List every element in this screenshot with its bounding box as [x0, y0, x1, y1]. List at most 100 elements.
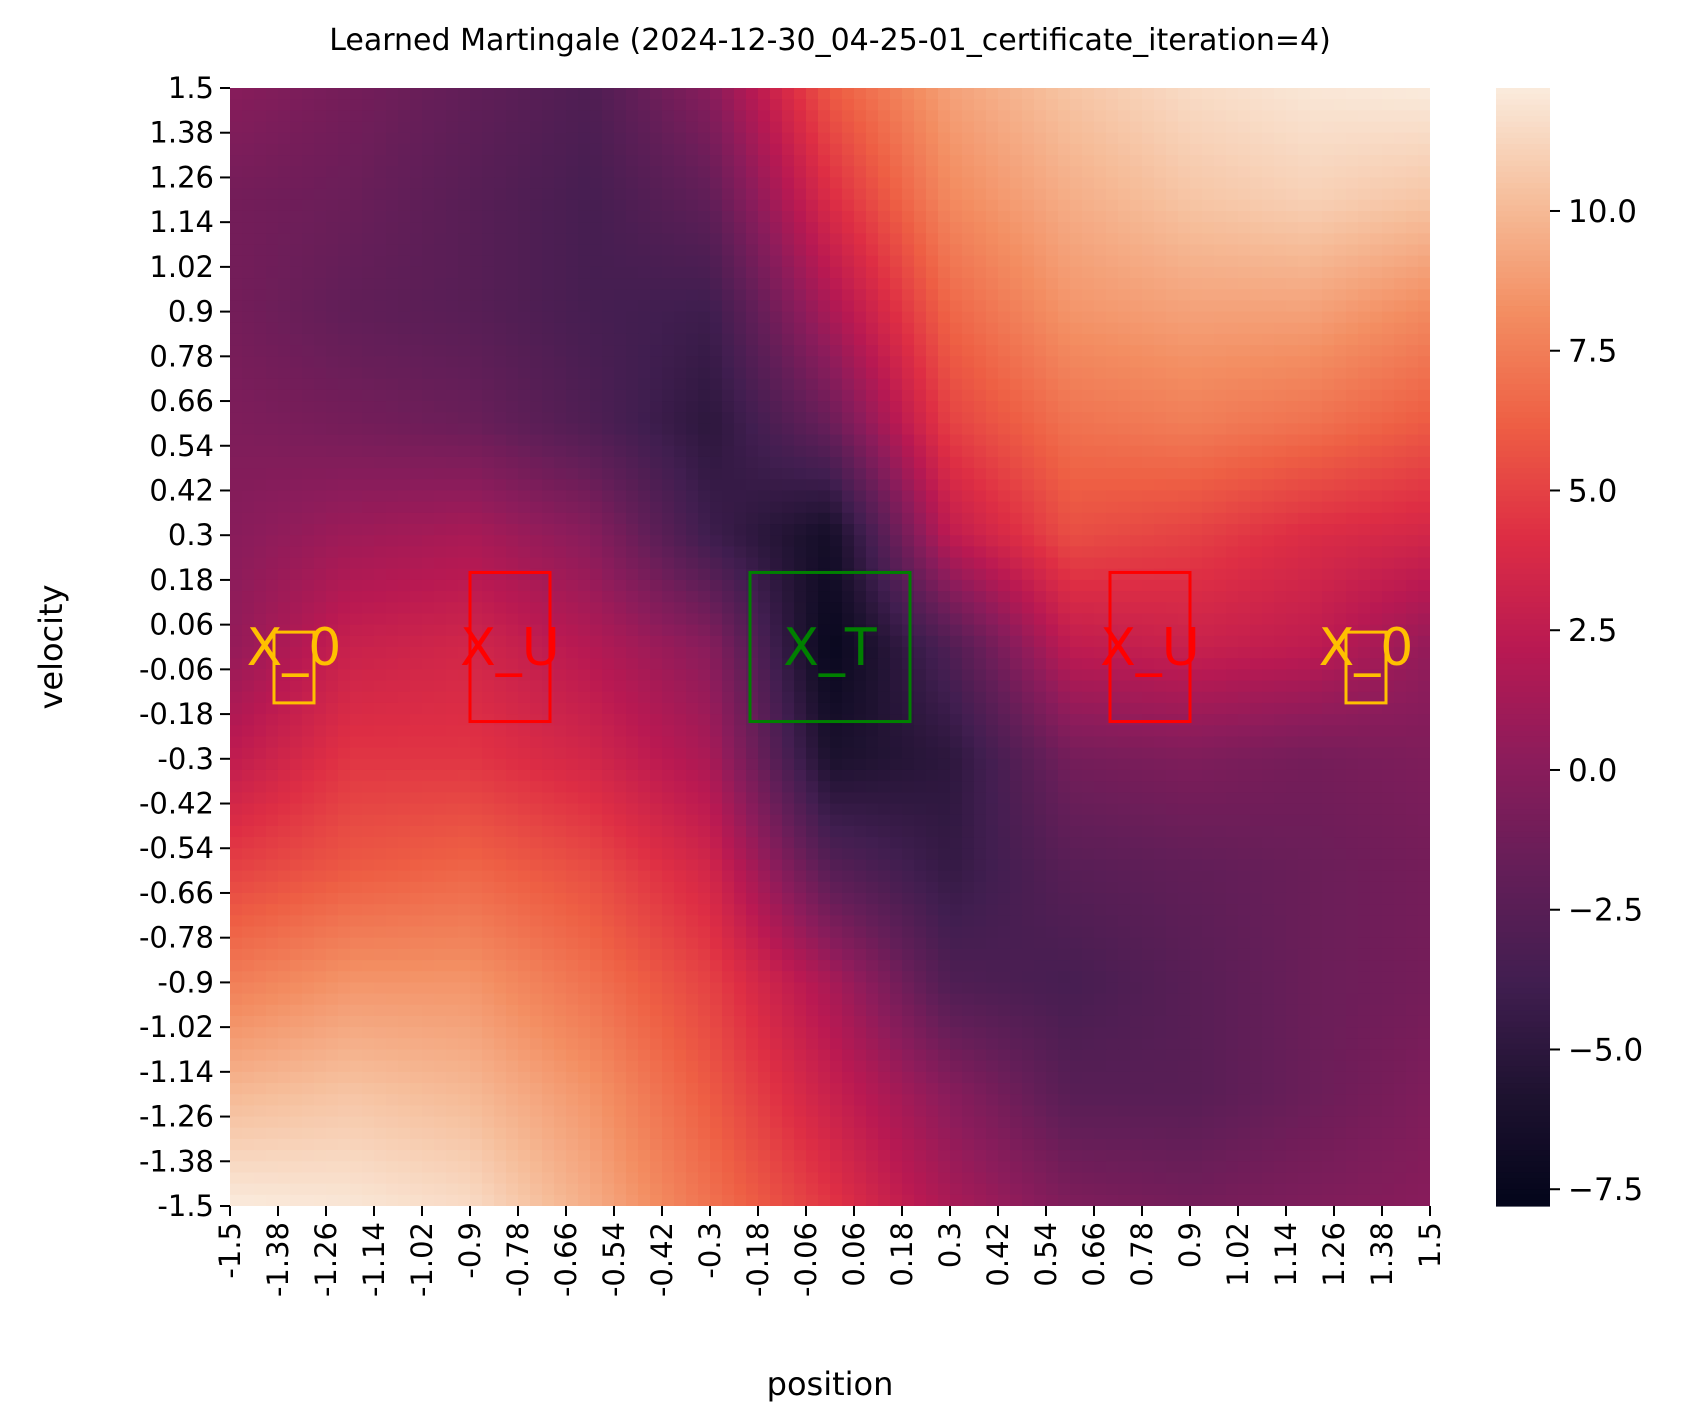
heatmap-cell: [1166, 266, 1179, 279]
heatmap-cell: [290, 244, 303, 257]
heatmap-cell: [1298, 311, 1311, 324]
heatmap-cell: [674, 88, 687, 100]
heatmap-cell: [386, 244, 399, 257]
heatmap-cell: [794, 322, 807, 335]
heatmap-cell: [230, 434, 243, 447]
heatmap-cell: [638, 389, 651, 402]
heatmap-cell: [458, 635, 471, 648]
heatmap-cell: [362, 367, 375, 380]
heatmap-cell: [1334, 512, 1347, 525]
heatmap-cell: [854, 233, 867, 246]
heatmap-cell: [1298, 333, 1311, 346]
heatmap-cell: [854, 635, 867, 648]
heatmap-cell: [1058, 635, 1071, 648]
heatmap-cell: [938, 166, 951, 179]
heatmap-cell: [926, 635, 939, 648]
heatmap-cell: [1394, 434, 1407, 447]
heatmap-cell: [1022, 88, 1035, 100]
heatmap-cell: [1358, 278, 1371, 290]
heatmap-cell: [314, 155, 327, 167]
heatmap-cell: [818, 423, 831, 436]
heatmap-cell: [866, 233, 879, 246]
heatmap-cell: [758, 591, 771, 603]
heatmap-cell: [530, 512, 543, 525]
heatmap-cell: [1310, 300, 1323, 313]
heatmap-cell: [1250, 490, 1263, 503]
heatmap-cell: [1406, 177, 1419, 190]
heatmap-cell: [770, 311, 783, 324]
heatmap-cell: [770, 401, 783, 413]
heatmap-cell: [266, 613, 279, 626]
heatmap-cell: [314, 143, 327, 156]
heatmap-cell: [410, 445, 423, 458]
heatmap-cell: [674, 579, 687, 592]
heatmap-cell: [590, 557, 603, 570]
heatmap-cell: [890, 579, 903, 592]
heatmap-cell: [530, 99, 543, 111]
heatmap-cell: [1286, 356, 1299, 369]
heatmap-cell: [386, 401, 399, 413]
heatmap-cell: [950, 367, 963, 380]
heatmap-cell: [1166, 155, 1179, 167]
heatmap-cell: [866, 132, 879, 145]
heatmap-cell: [506, 602, 519, 615]
heatmap-cell: [494, 177, 507, 190]
heatmap-cell: [254, 468, 267, 480]
heatmap-cell: [458, 255, 471, 268]
heatmap-cell: [446, 535, 459, 547]
heatmap-cell: [1106, 99, 1119, 111]
heatmap-cell: [1250, 177, 1263, 190]
heatmap-cell: [1154, 389, 1167, 402]
heatmap-cell: [962, 233, 975, 246]
heatmap-cell: [1214, 255, 1227, 268]
heatmap-cell: [1226, 300, 1239, 313]
heatmap-cell: [782, 512, 795, 525]
heatmap-cell: [1346, 568, 1359, 581]
heatmap-cell: [1130, 210, 1143, 223]
heatmap-cell: [1322, 367, 1335, 380]
heatmap-cell: [302, 88, 315, 100]
heatmap-cell: [290, 278, 303, 290]
heatmap-cell: [974, 501, 987, 514]
heatmap-cell: [1046, 412, 1059, 424]
heatmap-cell: [674, 166, 687, 179]
heatmap-cell: [662, 155, 675, 167]
heatmap-cell: [1082, 490, 1095, 503]
heatmap-cell: [1082, 255, 1095, 268]
heatmap-cell: [1406, 378, 1419, 391]
heatmap-cell: [470, 244, 483, 257]
heatmap-cell: [782, 557, 795, 570]
heatmap-cell: [290, 423, 303, 436]
heatmap-cell: [506, 501, 519, 514]
heatmap-cell: [398, 546, 411, 559]
heatmap-cell: [1154, 624, 1167, 637]
heatmap-cell: [458, 456, 471, 469]
heatmap-cell: [1286, 88, 1299, 100]
heatmap-cell: [1334, 356, 1347, 369]
heatmap-cell: [974, 177, 987, 190]
heatmap-cell: [1322, 434, 1335, 447]
heatmap-cell: [1250, 378, 1263, 391]
heatmap-cell: [818, 367, 831, 380]
heatmap-cell: [722, 490, 735, 503]
heatmap-cell: [230, 535, 243, 547]
heatmap-cell: [926, 546, 939, 559]
heatmap-cell: [1130, 188, 1143, 201]
heatmap-cell: [470, 434, 483, 447]
heatmap-cell: [698, 579, 711, 592]
heatmap-cell: [674, 389, 687, 402]
heatmap-cell: [590, 233, 603, 246]
heatmap-cell: [506, 468, 519, 480]
heatmap-cell: [782, 132, 795, 145]
heatmap-cell: [782, 412, 795, 424]
heatmap-cell: [266, 579, 279, 592]
heatmap-cell: [1334, 535, 1347, 547]
heatmap-cell: [806, 378, 819, 391]
heatmap-cell: [722, 512, 735, 525]
heatmap-cell: [494, 591, 507, 603]
heatmap-cell: [1202, 266, 1215, 279]
heatmap-cell: [1418, 177, 1430, 190]
heatmap-cell: [1358, 143, 1371, 156]
heatmap-cell: [1298, 401, 1311, 413]
heatmap-cell: [698, 434, 711, 447]
